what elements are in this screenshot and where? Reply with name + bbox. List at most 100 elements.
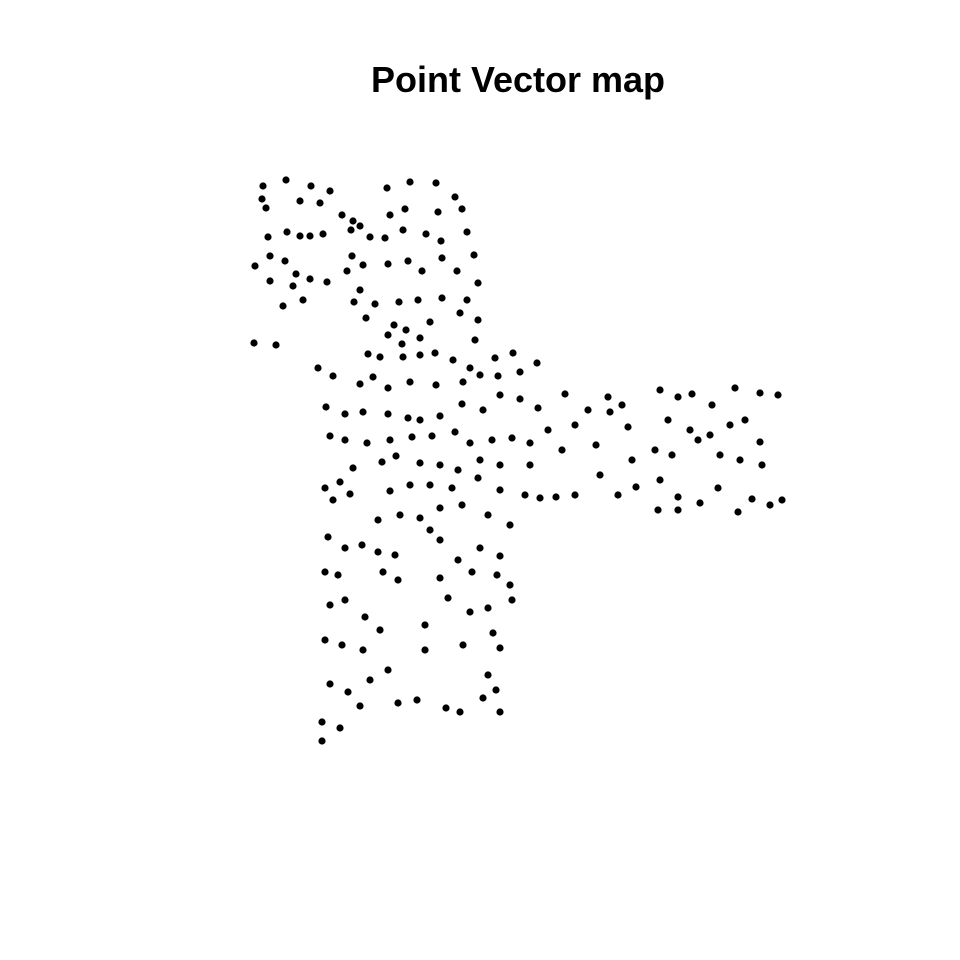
point [416,351,424,359]
point [326,680,334,688]
point [436,536,444,544]
point [374,516,382,524]
point [484,604,492,612]
point [386,487,394,495]
point [319,230,327,238]
point [426,481,434,489]
point [454,466,462,474]
point [386,436,394,444]
point [323,278,331,286]
point [632,483,640,491]
point [431,349,439,357]
point [326,187,334,195]
point [756,438,764,446]
point [390,321,398,329]
point [341,544,349,552]
point [656,386,664,394]
point [444,594,452,602]
point [686,426,694,434]
point [321,568,329,576]
point [289,282,297,290]
point [356,286,364,294]
point [438,254,446,262]
point [516,395,524,403]
point [406,378,414,386]
point [341,596,349,604]
point [329,496,337,504]
point [606,408,614,416]
point [436,504,444,512]
point [484,671,492,679]
point [359,261,367,269]
point [326,601,334,609]
point [399,226,407,234]
point [508,434,516,442]
point [384,410,392,418]
point [748,495,756,503]
point [250,339,258,347]
point [534,404,542,412]
point [442,704,450,712]
point [432,179,440,187]
point [708,401,716,409]
point [470,251,478,259]
point [398,340,406,348]
point [421,621,429,629]
point [386,211,394,219]
point [758,461,766,469]
point [281,257,289,265]
point [688,390,696,398]
point [306,232,314,240]
point [259,182,267,190]
point [479,694,487,702]
point [474,474,482,482]
point [381,234,389,242]
point [536,494,544,502]
point [314,364,322,372]
point [384,331,392,339]
point [283,228,291,236]
point [432,381,440,389]
point [348,252,356,260]
point [471,336,479,344]
point [356,222,364,230]
point [279,302,287,310]
point [496,391,504,399]
point [392,452,400,460]
point [336,478,344,486]
point [453,267,461,275]
point [341,436,349,444]
point [399,353,407,361]
point [338,211,346,219]
point [262,204,270,212]
point [336,724,344,732]
point [344,688,352,696]
point [496,708,504,716]
point [668,451,676,459]
point [491,354,499,362]
point [731,384,739,392]
point [664,416,672,424]
point [463,228,471,236]
point [451,428,459,436]
point [526,461,534,469]
point [362,314,370,322]
point [533,359,541,367]
point [359,646,367,654]
point [458,205,466,213]
point [359,408,367,416]
point [476,371,484,379]
point [436,412,444,420]
point [251,262,259,270]
point [413,696,421,704]
point [584,406,592,414]
point [329,372,337,380]
point [324,533,332,541]
point [341,410,349,418]
point [674,506,682,514]
point [479,406,487,414]
point [493,571,501,579]
point [458,400,466,408]
point [571,491,579,499]
